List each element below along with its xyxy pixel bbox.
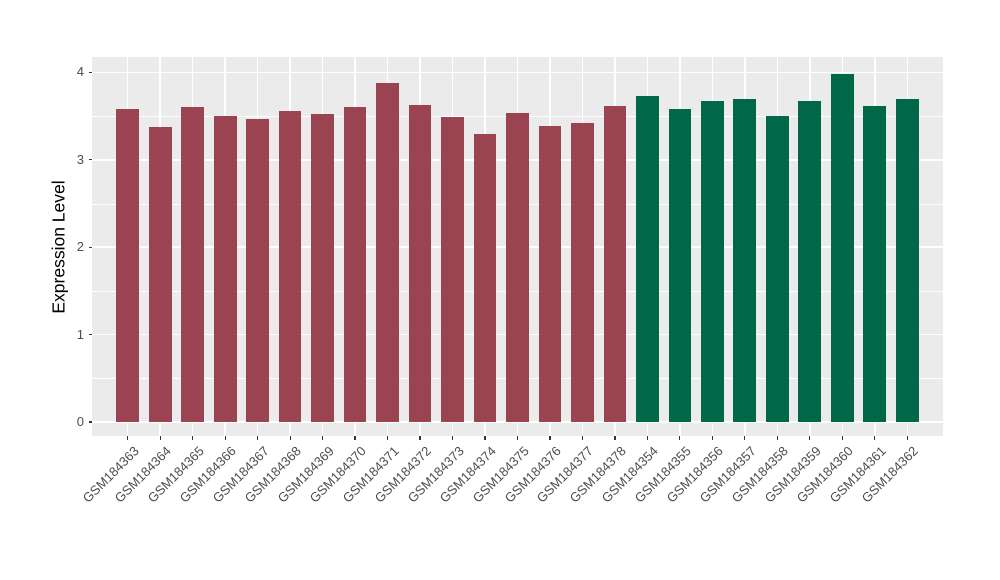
x-axis-tick bbox=[127, 436, 129, 440]
x-axis-tick bbox=[809, 436, 811, 440]
bar bbox=[506, 112, 529, 422]
x-axis-tick bbox=[419, 436, 421, 440]
bar bbox=[765, 116, 789, 422]
bar bbox=[181, 107, 205, 422]
bar bbox=[668, 109, 692, 422]
x-axis-tick bbox=[581, 436, 584, 440]
y-tick-label: 2 bbox=[76, 239, 84, 255]
x-axis-tick bbox=[354, 436, 356, 440]
y-tick-label: 3 bbox=[76, 151, 84, 167]
x-axis-tick bbox=[744, 436, 746, 440]
x-axis-tick bbox=[289, 436, 291, 440]
plot-panel bbox=[92, 57, 943, 436]
bar bbox=[701, 101, 724, 422]
x-axis-tick bbox=[386, 436, 389, 440]
bar bbox=[603, 105, 627, 422]
bar bbox=[830, 74, 854, 422]
bar bbox=[278, 110, 302, 422]
x-axis-tick bbox=[549, 436, 551, 440]
x-axis-tick bbox=[451, 436, 454, 440]
x-axis-tick bbox=[159, 436, 161, 440]
bar bbox=[895, 99, 919, 422]
x-axis-tick bbox=[614, 436, 616, 440]
y-axis-tick bbox=[89, 421, 92, 423]
x-axis-tick bbox=[516, 436, 519, 440]
x-axis-tick bbox=[776, 436, 778, 440]
x-axis-tick bbox=[711, 436, 713, 440]
x-axis-tick bbox=[257, 436, 259, 440]
bar bbox=[571, 123, 594, 422]
x-axis-tick bbox=[224, 436, 226, 440]
bar bbox=[311, 114, 334, 422]
bar bbox=[538, 125, 562, 422]
bar bbox=[343, 107, 367, 422]
bar bbox=[116, 109, 140, 422]
y-axis-tick bbox=[89, 71, 92, 73]
bar bbox=[408, 104, 432, 422]
x-axis-tick bbox=[841, 436, 843, 440]
bar bbox=[376, 82, 399, 422]
y-axis-tick bbox=[89, 246, 92, 248]
x-axis-tick bbox=[192, 436, 194, 440]
x-axis-tick bbox=[874, 436, 876, 440]
bar bbox=[798, 101, 822, 422]
bar bbox=[863, 106, 887, 422]
x-axis-tick bbox=[906, 436, 908, 440]
y-axis-tick bbox=[89, 159, 92, 161]
bar bbox=[246, 118, 270, 422]
bar bbox=[473, 133, 497, 422]
y-tick-label: 1 bbox=[76, 326, 84, 342]
bar bbox=[733, 98, 757, 422]
y-axis-tick bbox=[89, 334, 92, 336]
x-axis-tick bbox=[484, 436, 486, 440]
x-axis-tick bbox=[322, 436, 324, 440]
bar bbox=[441, 116, 464, 422]
bar bbox=[213, 116, 237, 422]
y-tick-label: 0 bbox=[76, 414, 84, 429]
y-tick-label: 4 bbox=[76, 64, 84, 80]
bar bbox=[148, 126, 172, 422]
x-axis-tick bbox=[679, 436, 681, 440]
x-axis-tick bbox=[646, 436, 648, 440]
bar bbox=[636, 95, 659, 422]
